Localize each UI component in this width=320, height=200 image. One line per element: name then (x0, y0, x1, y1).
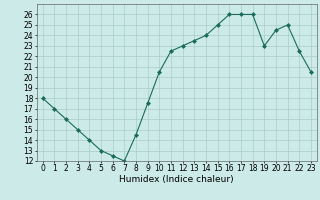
X-axis label: Humidex (Indice chaleur): Humidex (Indice chaleur) (119, 175, 234, 184)
